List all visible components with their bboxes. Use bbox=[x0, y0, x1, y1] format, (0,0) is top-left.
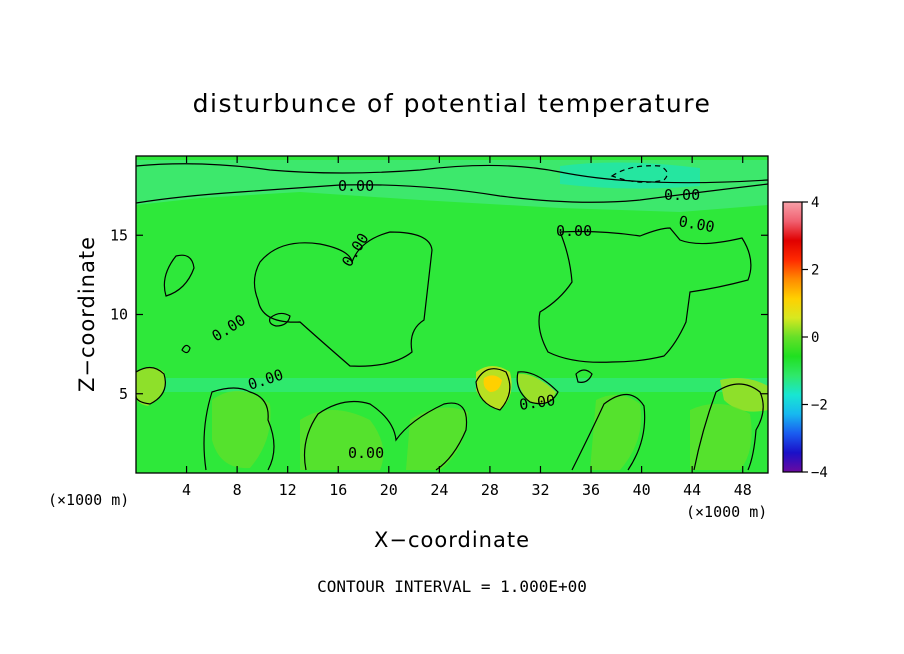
contour-small-1 bbox=[163, 254, 195, 297]
contour-warm-28 bbox=[475, 368, 511, 411]
x-unit-label-right: (×1000 m) bbox=[686, 503, 767, 521]
contour-lower-2 bbox=[303, 401, 468, 471]
warm-blob-32 bbox=[517, 373, 556, 405]
warm-lower-5 bbox=[690, 403, 752, 470]
contour-lower-1 bbox=[203, 387, 275, 471]
x-tick-label: 4 bbox=[182, 481, 191, 499]
x-tick-label: 24 bbox=[430, 481, 448, 499]
x-tick-label: 40 bbox=[633, 481, 651, 499]
colorbar-tick-label: 0 bbox=[811, 330, 819, 346]
x-tick-label: 44 bbox=[683, 481, 701, 499]
chart-title: disturbunce of potential temperature bbox=[193, 89, 712, 118]
colorbar-tick-label: 2 bbox=[811, 263, 819, 279]
colorbar-tick-label: −2 bbox=[811, 398, 828, 414]
colorbar-ticks: 4 2 0 −2 −4 bbox=[802, 195, 828, 481]
y-tick-label: 15 bbox=[110, 226, 128, 244]
x-axis-label: X−coordinate bbox=[374, 528, 530, 552]
warm-lower-1 bbox=[212, 390, 271, 469]
warm-lower-4 bbox=[590, 394, 642, 470]
contour-left-edge bbox=[136, 366, 166, 405]
x-tick-label: 12 bbox=[279, 481, 297, 499]
x-tick-label: 16 bbox=[329, 481, 347, 499]
warm-lower-2 bbox=[300, 410, 384, 470]
x-tick-label: 36 bbox=[582, 481, 600, 499]
x-tick-label: 20 bbox=[380, 481, 398, 499]
contour-lower-4 bbox=[693, 383, 764, 471]
y-tick-label: 10 bbox=[110, 306, 128, 324]
contour-cell-right bbox=[538, 227, 752, 363]
x-tick-label: 8 bbox=[233, 481, 242, 499]
x-tick-label: 28 bbox=[481, 481, 499, 499]
contour-small-3 bbox=[181, 344, 191, 354]
warm-blob-right bbox=[720, 378, 768, 412]
contour-lines bbox=[136, 163, 768, 471]
contour-upper bbox=[136, 183, 768, 204]
colorbar-tick-label: 4 bbox=[811, 195, 819, 211]
warm-blob-left bbox=[136, 367, 166, 406]
colorbar bbox=[782, 201, 803, 473]
x-axis-ticks: 4 8 12 16 20 24 28 32 36 40 44 48 bbox=[182, 156, 752, 499]
contour-cell-left bbox=[253, 231, 433, 367]
x-tick-label: 32 bbox=[531, 481, 549, 499]
contour-label: 0.00 bbox=[677, 212, 716, 236]
contour-warm-32 bbox=[516, 371, 559, 405]
y-axis-label: Z−coordinate bbox=[75, 236, 99, 392]
contour-label: 0.00 bbox=[518, 391, 556, 414]
x-tick-label: 48 bbox=[734, 481, 752, 499]
contour-label: 0.00 bbox=[338, 177, 374, 195]
colorbar-tick-label: −4 bbox=[811, 465, 828, 481]
contour-small-4 bbox=[575, 369, 593, 383]
y-axis-ticks: 5 10 15 bbox=[110, 226, 768, 403]
plot-area: 0.00 0.00 0.00 0.00 0.00 0.00 0.00 0.00 … bbox=[136, 156, 768, 473]
contour-label: 0.00 bbox=[664, 186, 700, 204]
contour-dashed-neg bbox=[610, 165, 668, 183]
contour-interval-footer: CONTOUR INTERVAL = 1.000E+00 bbox=[317, 577, 587, 596]
contour-label: 0.00 bbox=[556, 222, 592, 240]
cool-band-z5 bbox=[136, 378, 768, 392]
y-tick-label: 5 bbox=[119, 385, 128, 403]
contour-small-2 bbox=[269, 312, 291, 327]
contour-label: 0.00 bbox=[348, 444, 384, 462]
contour-lower-3 bbox=[571, 393, 646, 471]
x-unit-label: (×1000 m) bbox=[48, 491, 129, 509]
warm-core-28 bbox=[483, 375, 502, 392]
